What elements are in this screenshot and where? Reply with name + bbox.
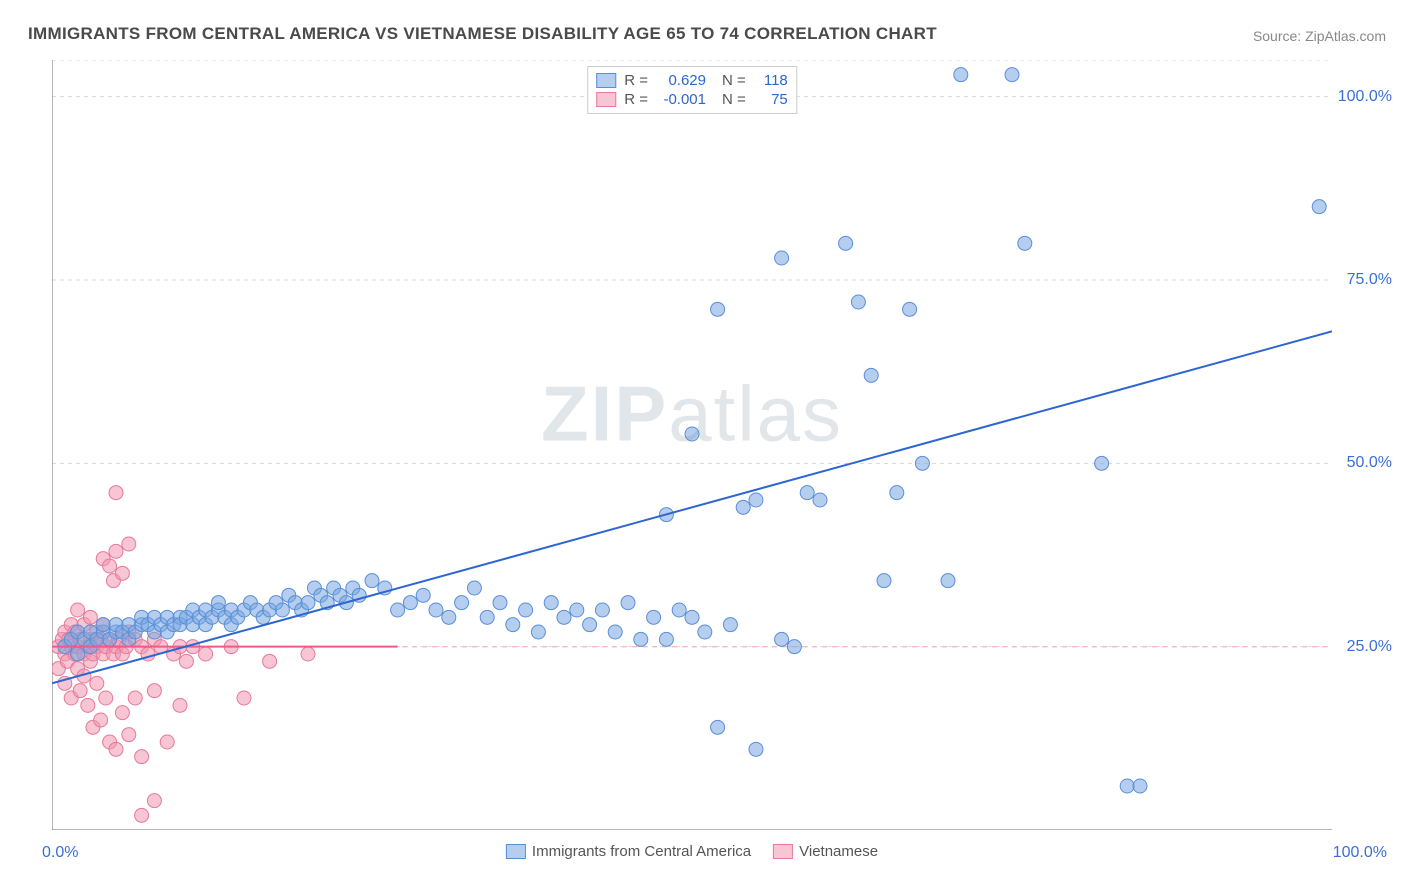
chart-area: ZIPatlas R = 0.629 N = 118 R = -0.001 N … [52,60,1332,830]
r-label: R = [624,91,648,108]
legend-item: Vietnamese [773,843,878,860]
n-value: 118 [754,72,788,89]
legend-item: Immigrants from Central America [506,843,751,860]
legend-swatch [506,844,526,859]
y-tick-label: 100.0% [1338,88,1392,106]
legend-label: Vietnamese [799,843,878,860]
legend-label: Immigrants from Central America [532,843,751,860]
correlation-legend: R = 0.629 N = 118 R = -0.001 N = 75 [587,66,797,114]
n-label: N = [722,72,746,89]
scatter-plot [52,60,1332,830]
source-attribution: Source: ZipAtlas.com [1253,28,1386,44]
chart-title: IMMIGRANTS FROM CENTRAL AMERICA VS VIETN… [28,24,937,44]
n-value: 75 [754,91,788,108]
r-label: R = [624,72,648,89]
y-tick-label: 75.0% [1347,271,1392,289]
legend-swatch [596,92,616,107]
legend-row: R = 0.629 N = 118 [596,71,788,90]
n-label: N = [722,91,746,108]
legend-swatch [596,73,616,88]
legend-swatch [773,844,793,859]
legend-row: R = -0.001 N = 75 [596,90,788,109]
series-legend: Immigrants from Central America Vietname… [506,843,878,860]
y-tick-label: 50.0% [1347,454,1392,472]
y-tick-label: 25.0% [1347,638,1392,656]
r-value: -0.001 [656,91,706,108]
x-tick-label: 100.0% [1333,844,1387,862]
x-tick-label: 0.0% [42,844,78,862]
r-value: 0.629 [656,72,706,89]
